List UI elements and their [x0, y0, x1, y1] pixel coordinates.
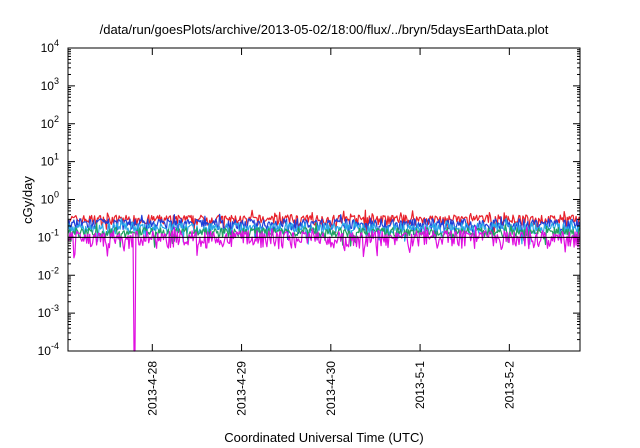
chart-title: /data/run/goesPlots/archive/2013-05-02/1… — [100, 22, 549, 37]
plot-frame — [67, 47, 581, 352]
series-line-4 — [67, 225, 581, 352]
y-tick-label: 10-1 — [38, 227, 59, 244]
x-tick-label: 2013-4-29 — [235, 361, 249, 416]
y-tick-label: 10-4 — [38, 341, 59, 358]
series-line-2 — [67, 217, 581, 245]
x-tick-label: 2013-4-30 — [324, 361, 338, 416]
y-tick-label: 104 — [41, 38, 59, 55]
y-tick-label: 103 — [41, 76, 59, 93]
x-axis-label: Coordinated Universal Time (UTC) — [224, 430, 423, 445]
y-tick-label: 101 — [41, 152, 59, 169]
series-layer — [67, 209, 581, 352]
y-axis-label: cGy/day — [20, 176, 35, 224]
x-tick-label: 2013-4-28 — [145, 361, 159, 416]
y-tick-label: 10-3 — [38, 303, 59, 320]
y-tick-label: 100 — [41, 190, 59, 207]
y-tick-label: 10-2 — [38, 265, 59, 282]
y-tick-label: 102 — [41, 114, 59, 131]
x-tick-label: 2013-5-1 — [413, 361, 427, 409]
ticks-layer: 10-4 10-3 10-2 10-1 100 101 102 103 104 2013-4-28… — [38, 38, 580, 416]
x-tick-label: 2013-5-2 — [502, 361, 516, 409]
